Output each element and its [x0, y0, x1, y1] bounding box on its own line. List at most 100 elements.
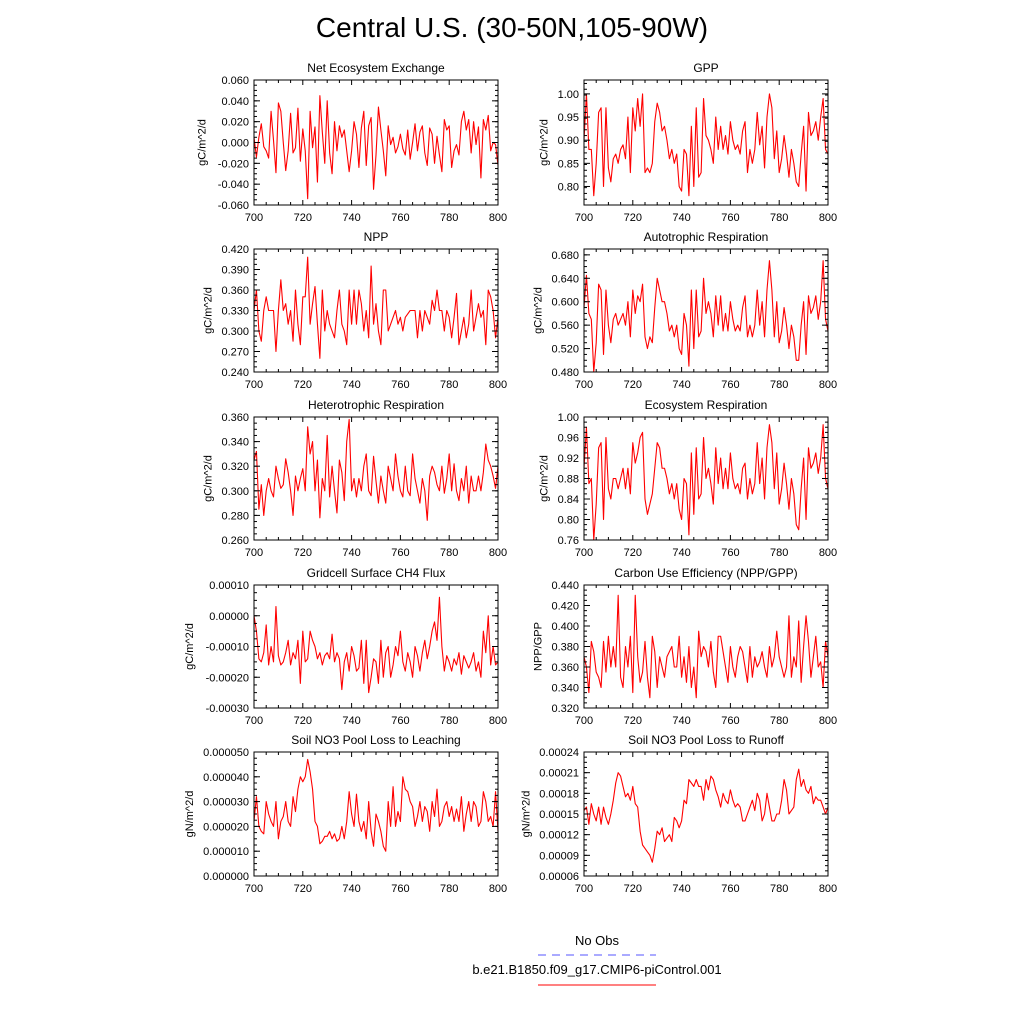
y-tick-label: 0.300	[221, 486, 249, 498]
x-tick-label: 700	[245, 715, 263, 727]
y-tick-label: 0.88	[558, 474, 579, 486]
y-tick-label: 0.340	[221, 437, 249, 449]
panel-9: 700 720 740 760 780 800 0.000050 0.000040 0.0000…	[184, 733, 507, 895]
panel-8: 700 720 740 760 780 800 0.440 0.420 0.400 0.380 0.…	[533, 566, 838, 727]
x-tick-label: 740	[342, 883, 360, 895]
plot-frame	[583, 79, 829, 206]
x-tick-label: 740	[672, 883, 690, 895]
x-tick-label: 760	[391, 547, 409, 559]
y-tick-label: 0.480	[551, 367, 579, 379]
y-tick-label: 0.96	[558, 433, 579, 445]
y-tick-label: 0.000030	[203, 797, 249, 809]
x-tick-label: 780	[770, 379, 788, 391]
panel-title: Soil NO3 Pool Loss to Leaching	[291, 733, 460, 747]
y-tick-label: 0.00018	[539, 788, 579, 800]
y-tick-label: -0.060	[218, 200, 249, 212]
x-tick-label: 760	[391, 212, 409, 224]
y-axis-label: gC/m^2/d	[203, 287, 215, 334]
x-tick-label: 700	[245, 379, 263, 391]
panel-title: Gridcell Surface CH4 Flux	[307, 566, 446, 580]
y-tick-label: 0.560	[551, 320, 579, 332]
x-tick-label: 800	[819, 547, 837, 559]
y-tick-label: 0.360	[551, 662, 579, 674]
y-tick-label: 0.000020	[203, 821, 249, 833]
plot-frame	[253, 584, 499, 709]
x-tick-label: 780	[440, 547, 458, 559]
series-line	[583, 260, 829, 373]
x-tick-label: 740	[342, 547, 360, 559]
y-tick-label: 0.280	[221, 510, 249, 522]
x-tick-label: 780	[440, 212, 458, 224]
panel-5: 700 720 740 760 780 800 0.360 0.340 0.320 0.300 0.…	[203, 398, 508, 559]
y-tick-label: 0.380	[551, 642, 579, 654]
series-line	[253, 596, 499, 694]
panel-title: Net Ecosystem Exchange	[307, 61, 445, 75]
y-tick-label: 0.76	[558, 535, 579, 547]
x-tick-label: 780	[770, 212, 788, 224]
y-axis-label: gC/m^2/d	[203, 455, 215, 502]
y-tick-label: 0.060	[221, 75, 249, 87]
x-tick-label: 720	[624, 379, 642, 391]
y-tick-label: -0.00020	[206, 672, 249, 684]
y-tick-label: 0.80	[558, 515, 579, 527]
y-axis-label: gC/m^2/d	[539, 119, 551, 166]
y-tick-label: 0.300	[221, 326, 249, 338]
x-tick-label: 800	[819, 212, 837, 224]
x-tick-label: 780	[770, 547, 788, 559]
y-tick-label: 0.440	[551, 580, 579, 592]
x-tick-label: 780	[440, 883, 458, 895]
panel-7: 700 720 740 760 780 800 0.00010 0.00000 -0.00010…	[184, 566, 507, 727]
x-tick-label: 740	[672, 715, 690, 727]
y-tick-label: 0.260	[221, 535, 249, 547]
x-tick-label: 740	[342, 379, 360, 391]
y-tick-label: 0.00021	[539, 768, 579, 780]
x-tick-label: 760	[721, 883, 739, 895]
x-tick-label: 740	[672, 379, 690, 391]
series-line	[583, 768, 829, 863]
x-tick-label: 720	[624, 883, 642, 895]
y-tick-label: -0.020	[218, 158, 249, 170]
x-tick-label: 800	[489, 547, 507, 559]
figure-title: Central U.S. (30-50N,105-90W)	[315, 12, 709, 43]
x-tick-label: 800	[489, 715, 507, 727]
panel-3: 700 720 740 760 780 800 0.420 0.390 0.360 0.330 0.…	[203, 230, 508, 391]
series-line	[253, 256, 499, 359]
x-tick-label: 700	[245, 547, 263, 559]
x-tick-label: 700	[575, 379, 593, 391]
y-tick-label: 0.340	[551, 683, 579, 695]
y-tick-label: 0.95	[558, 112, 579, 124]
y-tick-label: 1.00	[558, 412, 579, 424]
x-tick-label: 760	[721, 715, 739, 727]
x-tick-label: 760	[391, 715, 409, 727]
x-tick-label: 720	[294, 883, 312, 895]
x-tick-label: 800	[489, 379, 507, 391]
y-axis-label: NPP/GPP	[533, 622, 545, 671]
y-tick-label: 0.90	[558, 135, 579, 147]
x-tick-label: 700	[245, 212, 263, 224]
y-tick-label: 0.00024	[539, 747, 579, 759]
y-tick-label: 0.330	[221, 306, 249, 318]
y-tick-label: 0.80	[558, 181, 579, 193]
y-tick-label: 0.270	[221, 347, 249, 359]
y-tick-label: 0.00000	[209, 611, 249, 623]
panel-title: Carbon Use Efficiency (NPP/GPP)	[614, 566, 797, 580]
series-line	[583, 594, 829, 699]
y-tick-label: 0.84	[558, 494, 579, 506]
x-tick-label: 720	[294, 547, 312, 559]
x-tick-label: 800	[819, 379, 837, 391]
x-tick-label: 720	[294, 379, 312, 391]
x-tick-label: 740	[342, 715, 360, 727]
y-tick-label: 0.000000	[203, 871, 249, 883]
legend: No Obs b.e21.B1850.f09_g17.CMIP6-piContro…	[472, 933, 722, 986]
y-tick-label: 0.240	[221, 367, 249, 379]
y-tick-label: 0.00015	[539, 809, 579, 821]
y-axis-label: gN/m^2/d	[184, 791, 196, 838]
panel-title: Ecosystem Respiration	[645, 398, 768, 412]
y-tick-label: 0.320	[551, 703, 579, 715]
x-tick-label: 780	[440, 715, 458, 727]
x-tick-label: 800	[489, 883, 507, 895]
x-tick-label: 780	[770, 715, 788, 727]
y-tick-label: 0.680	[551, 250, 579, 262]
panel-4: 700 720 740 760 780 800 0.680 0.640 0.600 0.560 0.…	[533, 230, 838, 391]
